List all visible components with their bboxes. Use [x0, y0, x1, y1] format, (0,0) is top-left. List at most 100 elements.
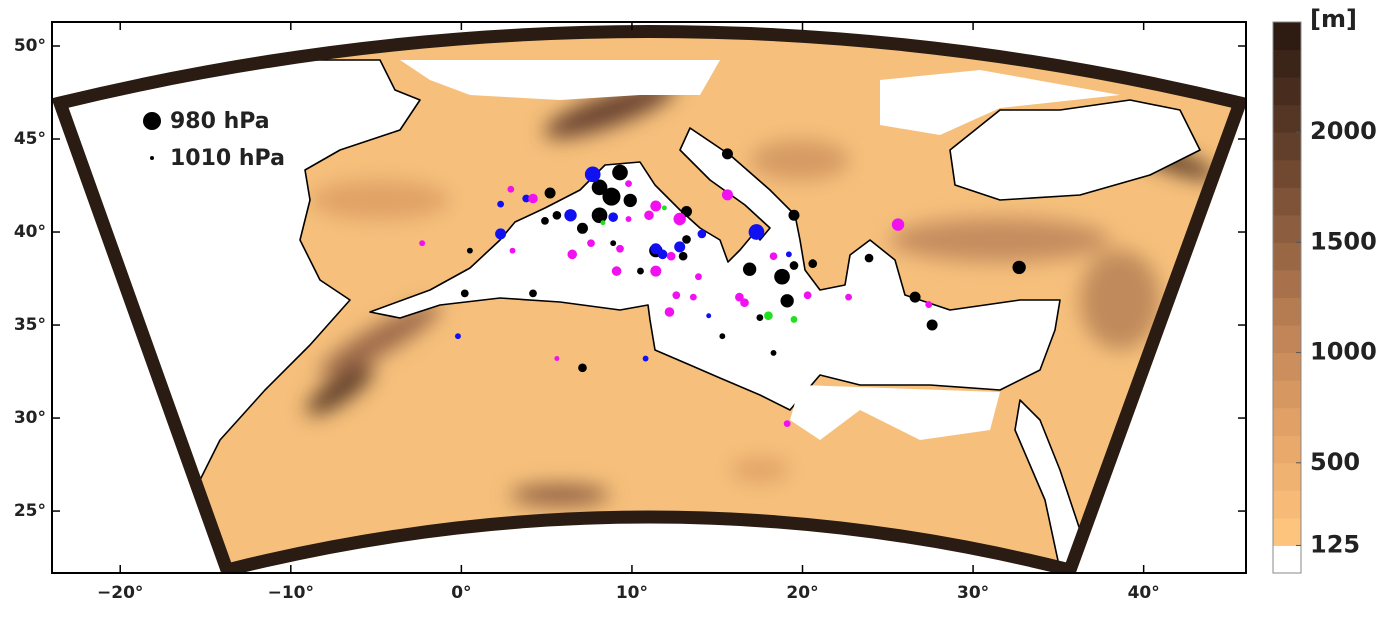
cyclone-point [925, 301, 933, 308]
cyclone-point [735, 292, 744, 302]
legend: 980 hPa 1010 hPa [143, 109, 285, 171]
cyclone-point [495, 228, 507, 240]
legend-label: 1010 hPa [170, 146, 285, 171]
cyclone-point [808, 259, 818, 268]
legend-label: 980 hPa [170, 109, 270, 134]
colorbar-band [1273, 517, 1301, 546]
cyclone-point [666, 251, 676, 261]
y-tick-label: 45° [14, 129, 46, 149]
cyclone-point [788, 209, 800, 221]
cyclone-point [909, 291, 921, 303]
cyclone-point [1012, 260, 1026, 275]
cyclone-point [769, 252, 778, 261]
cyclone-point [721, 189, 733, 201]
cyclone-point [509, 247, 516, 254]
cyclone-point [584, 166, 601, 183]
cyclone-point [657, 249, 668, 260]
cyclone-point [650, 200, 662, 212]
colorbar-band [1273, 545, 1301, 574]
cyclone-point [740, 298, 749, 308]
x-tick-label: 30° [957, 583, 989, 603]
cyclone-point [748, 224, 765, 240]
cyclone-point [541, 216, 549, 225]
plot-frame [51, 21, 1247, 574]
cyclone-point [623, 193, 637, 208]
y-tick-label: 35° [14, 315, 46, 335]
colorbar-band [1273, 22, 1301, 51]
cyclone-point [664, 307, 675, 317]
x-tick-label: −10° [268, 583, 314, 603]
cyclone-point [803, 291, 812, 300]
cyclone-point [544, 187, 556, 199]
cyclone-point [689, 293, 697, 301]
cyclone-point [770, 350, 777, 356]
cyclone-point [790, 316, 798, 323]
cyclone-point [610, 240, 617, 247]
colorbar-band [1273, 435, 1301, 464]
colorbar-band [1273, 325, 1301, 354]
cyclone-point [756, 314, 764, 321]
legend-dot [150, 156, 154, 160]
cyclone-point [625, 216, 632, 222]
cyclone-point [785, 251, 792, 258]
cyclone-point [783, 420, 791, 428]
x-tick-label: 10° [616, 583, 648, 603]
cyclone-point [721, 148, 733, 160]
x-tick-label: 0° [451, 583, 471, 603]
colorbar-band [1273, 269, 1301, 298]
colorbar-band [1273, 380, 1301, 409]
colorbar-tick-label: 1500 [1310, 227, 1377, 255]
cyclone-point [455, 333, 461, 340]
relief [306, 81, 1218, 505]
cyclone-point [774, 268, 790, 285]
axes: −20° −10° 0° 10° 20° 30° 40° 25° 30° 35° 40° 45° 50° [14, 22, 1246, 603]
colorbar-band [1273, 352, 1301, 381]
cyclone-point [644, 210, 654, 221]
y-tick-label: 40° [14, 222, 46, 242]
cyclone-point [682, 235, 691, 244]
y-tick-label: 30° [14, 408, 46, 428]
cyclone-point [706, 313, 712, 319]
cyclone-point [742, 262, 757, 276]
cyclone-point [780, 294, 794, 308]
cyclone-point [522, 194, 531, 203]
colorbar-band [1273, 214, 1301, 243]
cyclone-point [672, 291, 681, 300]
cyclone-point [719, 333, 726, 340]
colorbar-tick-label: 2000 [1310, 117, 1377, 145]
cyclone-point [673, 212, 686, 226]
cyclone-point [642, 355, 649, 362]
cyclone-point [650, 243, 662, 255]
x-tick-label: −20° [97, 583, 143, 603]
colorbar-band [1273, 104, 1301, 133]
cyclone-point [678, 251, 688, 261]
cyclone-point [497, 200, 505, 208]
colorbar-band [1273, 297, 1301, 326]
cyclone-point [608, 212, 618, 222]
cyclone-point [564, 209, 577, 222]
colorbar-band [1273, 490, 1301, 519]
colorbar-band [1273, 407, 1301, 436]
colorbar-tick-label: 125 [1310, 530, 1360, 558]
legend-dot [143, 112, 161, 130]
cyclone-point [845, 293, 852, 301]
cyclone-point [466, 247, 473, 254]
cyclone-point [591, 179, 608, 196]
cyclone-point [602, 187, 621, 206]
cyclone-point [554, 356, 560, 361]
colorbar-band [1273, 159, 1301, 188]
cyclone-point [674, 241, 686, 253]
cyclone-point [695, 273, 702, 281]
cyclone-point [567, 249, 578, 260]
cyclone-point [591, 207, 608, 224]
colorbar-band [1273, 77, 1301, 106]
cyclone-point [764, 311, 773, 321]
colorbar-tick-label: 1000 [1310, 338, 1377, 366]
y-tick-label: 25° [14, 501, 46, 521]
cyclone-point [528, 193, 538, 204]
colorbar-band [1273, 187, 1301, 216]
